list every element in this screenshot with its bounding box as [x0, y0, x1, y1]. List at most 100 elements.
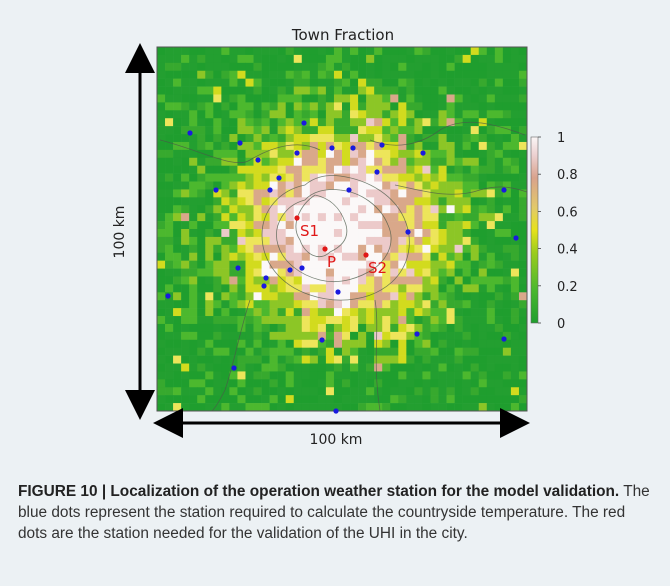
- heatmap-cell: [197, 197, 206, 206]
- heatmap-cell: [285, 236, 295, 246]
- heatmap-cell: [398, 371, 407, 380]
- heatmap-cell: [358, 141, 367, 151]
- heatmap-cell: [462, 126, 471, 135]
- heatmap-cell: [309, 173, 319, 182]
- heatmap-cell: [518, 331, 528, 341]
- heatmap-cell: [382, 300, 391, 309]
- heatmap-cell: [237, 78, 246, 87]
- heatmap-cell: [406, 403, 415, 412]
- heatmap-cell: [406, 244, 415, 254]
- heatmap-cell: [446, 236, 455, 246]
- heatmap-cell: [342, 403, 351, 412]
- blue-station-dot: [294, 150, 300, 156]
- heatmap-cell: [406, 268, 415, 277]
- heatmap-cell: [173, 276, 182, 285]
- heatmap-cell: [269, 268, 278, 277]
- heatmap-cell: [494, 149, 504, 159]
- heatmap-cell: [518, 110, 528, 119]
- heatmap-cell: [510, 86, 520, 95]
- heatmap-cell: [510, 70, 520, 79]
- heatmap-cell: [261, 260, 270, 269]
- heatmap-cell: [181, 141, 190, 151]
- heatmap-cell: [333, 331, 343, 341]
- heatmap-cell: [229, 110, 238, 119]
- heatmap-cell: [414, 165, 423, 174]
- heatmap-cell: [221, 205, 230, 214]
- heatmap-cell: [366, 134, 375, 143]
- heatmap-cell: [398, 110, 407, 119]
- heatmap-cell: [269, 134, 278, 143]
- heatmap-cell: [325, 173, 335, 182]
- heatmap-cell: [342, 331, 351, 341]
- heatmap-cell: [269, 284, 278, 293]
- heatmap-cell: [253, 355, 262, 364]
- heatmap-cell: [325, 94, 335, 103]
- heatmap-cell: [350, 213, 359, 222]
- heatmap-cell: [390, 403, 399, 412]
- heatmap-cell: [358, 149, 367, 159]
- heatmap-cell: [510, 134, 520, 143]
- heatmap-cell: [390, 197, 399, 206]
- heatmap-cell: [342, 54, 351, 64]
- heatmap-cell: [406, 173, 415, 182]
- heatmap-cell: [213, 236, 222, 246]
- heatmap-cell: [237, 54, 246, 64]
- heatmap-cell: [390, 300, 399, 309]
- heatmap-cell: [462, 70, 471, 79]
- heatmap-cell: [430, 62, 439, 72]
- heatmap-cell: [502, 149, 512, 159]
- heatmap-cell: [470, 347, 480, 356]
- heatmap-cell: [382, 387, 391, 396]
- heatmap-cell: [157, 308, 166, 317]
- heatmap-cell: [382, 308, 391, 317]
- heatmap-cell: [454, 47, 463, 56]
- heatmap-cell: [430, 126, 439, 135]
- heatmap-cell: [189, 308, 198, 317]
- heatmap-cell: [502, 110, 512, 119]
- heatmap-cell: [253, 292, 262, 301]
- heatmap-cell: [245, 181, 254, 190]
- heatmap-cell: [518, 54, 528, 64]
- heatmap-cell: [398, 323, 407, 333]
- heatmap-cell: [253, 371, 262, 380]
- heatmap-cell: [382, 316, 391, 325]
- heatmap-cell: [446, 395, 455, 404]
- heatmap-cell: [317, 308, 327, 317]
- heatmap-cell: [333, 221, 343, 230]
- heatmap-cell: [446, 197, 455, 206]
- heatmap-cell: [382, 268, 391, 277]
- heatmap-cell: [197, 284, 206, 293]
- heatmap-cell: [374, 252, 383, 261]
- heatmap-cell: [438, 323, 447, 333]
- heatmap-cell: [285, 213, 295, 222]
- heatmap-cell: [518, 355, 528, 364]
- heatmap-cell: [406, 197, 415, 206]
- heatmap-cell: [518, 70, 528, 79]
- heatmap-cell: [261, 78, 270, 87]
- heatmap-cell: [221, 70, 230, 79]
- heatmap-cell: [366, 70, 375, 79]
- heatmap-cell: [285, 268, 295, 277]
- heatmap-cell: [301, 70, 311, 79]
- heatmap-cell: [205, 395, 214, 404]
- heatmap-cell: [309, 347, 319, 356]
- heatmap-cell: [390, 244, 399, 254]
- heatmap-cell: [157, 403, 166, 412]
- heatmap-cell: [406, 236, 415, 246]
- heatmap-cell: [325, 284, 335, 293]
- heatmap-cell: [213, 86, 222, 95]
- heatmap-cell: [197, 189, 206, 198]
- heatmap-cell: [333, 197, 343, 206]
- heatmap-cell: [173, 379, 182, 388]
- heatmap-cell: [213, 363, 222, 372]
- heatmap-cell: [486, 213, 496, 222]
- heatmap-cell: [518, 316, 528, 325]
- heatmap-cell: [462, 78, 471, 87]
- heatmap-cell: [197, 213, 206, 222]
- heatmap-cell: [197, 205, 206, 214]
- heatmap-cell: [494, 276, 504, 285]
- heatmap-cell: [261, 339, 270, 348]
- heatmap-cell: [165, 165, 174, 174]
- heatmap-cell: [309, 205, 319, 214]
- heatmap-cell: [173, 110, 182, 119]
